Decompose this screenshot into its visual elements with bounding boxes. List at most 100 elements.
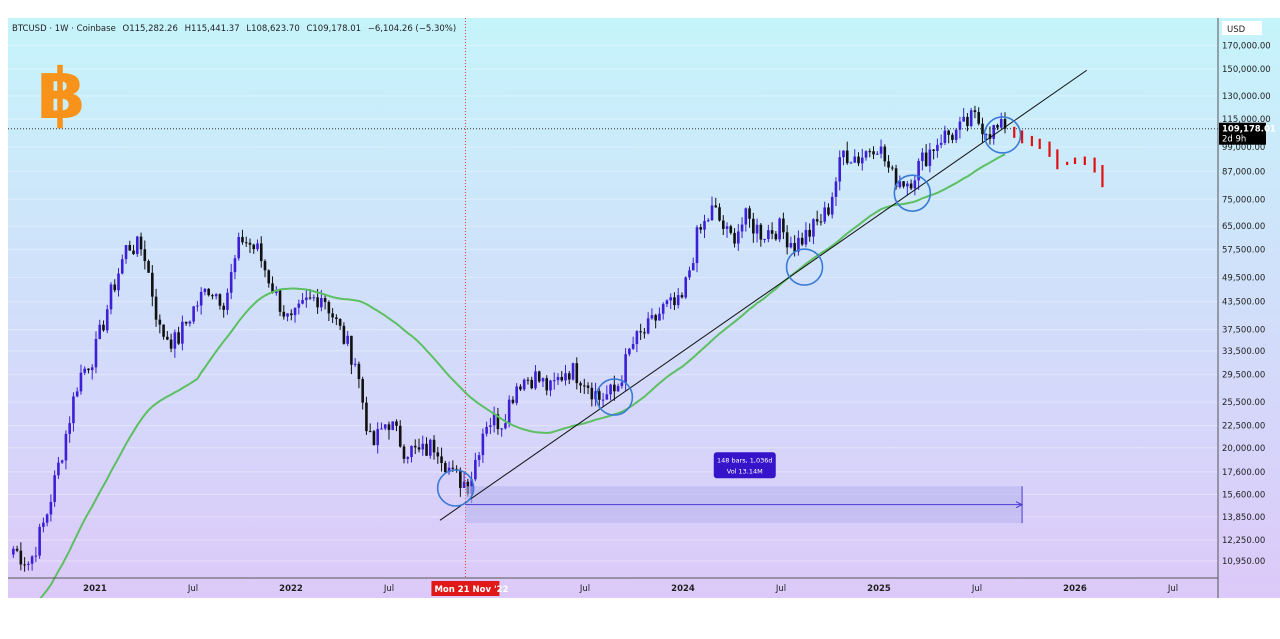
candle-body <box>827 207 830 215</box>
candle-body <box>128 245 132 251</box>
candle-body <box>75 391 79 397</box>
candle-body <box>188 321 192 324</box>
candle-body <box>767 230 770 240</box>
candle-body <box>676 295 680 306</box>
candle-body <box>507 399 511 424</box>
candle-body <box>432 439 436 453</box>
candle-body <box>474 459 477 480</box>
candle-body <box>744 208 748 225</box>
price-tick-label: 15,600.00 <box>1222 491 1265 501</box>
price-tick-label: 43,500.00 <box>1222 298 1265 308</box>
svg-text:Vol 13.14M: Vol 13.14M <box>727 467 763 475</box>
candle-body <box>120 259 124 274</box>
chart-container[interactable]: BTCUSD · 1W · Coinbase O115,282.26 H115,… <box>8 18 1280 598</box>
candle-body <box>30 556 34 564</box>
candle-body <box>267 270 271 284</box>
candle-body <box>241 236 244 243</box>
candle-body <box>282 311 286 317</box>
candle-body <box>868 151 872 153</box>
candle-body <box>162 324 165 337</box>
candle-body <box>567 373 571 380</box>
candle-body <box>763 239 766 241</box>
candle-body <box>973 110 977 113</box>
candle-body <box>601 399 605 401</box>
candle-body <box>665 300 669 305</box>
candle-body <box>838 157 842 182</box>
candle-body <box>703 220 706 230</box>
candle-body <box>530 379 534 389</box>
candle-body <box>909 183 913 189</box>
candle-body <box>391 421 395 430</box>
candle-body <box>789 243 793 248</box>
candle-body <box>211 295 214 297</box>
candle-body <box>15 548 19 551</box>
candle-body <box>278 289 282 312</box>
candle-body <box>248 242 252 245</box>
candle-body <box>958 121 962 130</box>
candle-body <box>785 232 789 248</box>
candle-body <box>90 367 94 371</box>
candle-body <box>939 142 943 145</box>
candle-body <box>308 297 312 299</box>
candle-body <box>83 368 87 373</box>
candle-body <box>984 134 988 136</box>
candle-body <box>436 452 440 457</box>
candle-body <box>331 313 334 318</box>
candle-body <box>504 423 507 429</box>
candle-body <box>800 237 804 245</box>
candle-body <box>695 227 699 264</box>
candle-body <box>748 208 751 219</box>
candle-body <box>917 160 920 181</box>
candle-body <box>113 284 117 291</box>
candle-body <box>132 250 135 255</box>
candle-body <box>346 335 349 344</box>
candle-body <box>830 196 834 215</box>
candle-body <box>522 379 526 390</box>
price-tick-label: 87,000.00 <box>1222 167 1265 177</box>
candle-body <box>477 455 481 460</box>
price-tick-label: 25,500.00 <box>1222 398 1265 408</box>
candle-body <box>887 161 890 168</box>
time-tick-label: Jul <box>775 584 786 594</box>
touch-point-circle <box>785 248 824 286</box>
candle-body <box>996 125 999 128</box>
measure-arrow-head-icon <box>1015 501 1024 509</box>
candle-body <box>376 429 379 446</box>
candle-body <box>770 230 774 234</box>
candle-body <box>102 324 105 331</box>
candle-body <box>541 378 545 382</box>
price-tick-label: 17,600.00 <box>1222 468 1265 478</box>
time-tick-label: 2024 <box>671 584 695 594</box>
candle-body <box>635 331 639 345</box>
candle-body <box>860 157 864 164</box>
candle-body <box>79 372 83 392</box>
price-chart[interactable]: BTCUSD · 1W · Coinbase O115,282.26 H115,… <box>8 18 1280 598</box>
candle-body <box>109 284 113 310</box>
bar-countdown: 2d 9h <box>1222 135 1246 145</box>
candle-body <box>60 460 64 463</box>
candle-body <box>237 236 241 259</box>
candle-body <box>864 151 868 158</box>
price-axis[interactable] <box>1218 18 1280 598</box>
candle-body <box>902 181 905 187</box>
currency-box[interactable] <box>1222 21 1262 35</box>
candle-body <box>421 443 425 450</box>
candle-body <box>353 363 357 365</box>
candle-body <box>98 324 102 339</box>
time-tick-label: Jul <box>971 584 982 594</box>
candle-body <box>729 226 733 233</box>
time-axis[interactable]: 2021 Jul 2022 Jul Jul 2024 Jul 2025 Jul 2026 Jul <box>83 584 1178 594</box>
candle-body <box>481 433 485 456</box>
candle-body <box>53 475 56 502</box>
candle-body <box>1003 119 1007 129</box>
candle-body <box>147 261 150 273</box>
candle-body <box>459 470 462 488</box>
candle-body <box>372 431 376 446</box>
candle-body <box>969 110 973 127</box>
candle-body <box>872 151 875 155</box>
time-tick-label: Jul <box>383 584 394 594</box>
time-tick-label: 2026 <box>1063 584 1087 594</box>
candle-body <box>327 301 331 314</box>
candle-body <box>947 130 950 135</box>
candle-body <box>398 425 402 447</box>
